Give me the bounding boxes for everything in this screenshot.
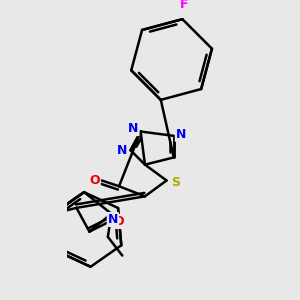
Text: S: S bbox=[171, 176, 180, 189]
Text: O: O bbox=[89, 174, 100, 187]
Text: N: N bbox=[108, 213, 118, 226]
Text: O: O bbox=[113, 215, 124, 228]
Text: N: N bbox=[117, 144, 127, 157]
Text: F: F bbox=[180, 0, 189, 11]
Text: N: N bbox=[128, 122, 139, 135]
Text: N: N bbox=[176, 128, 186, 141]
